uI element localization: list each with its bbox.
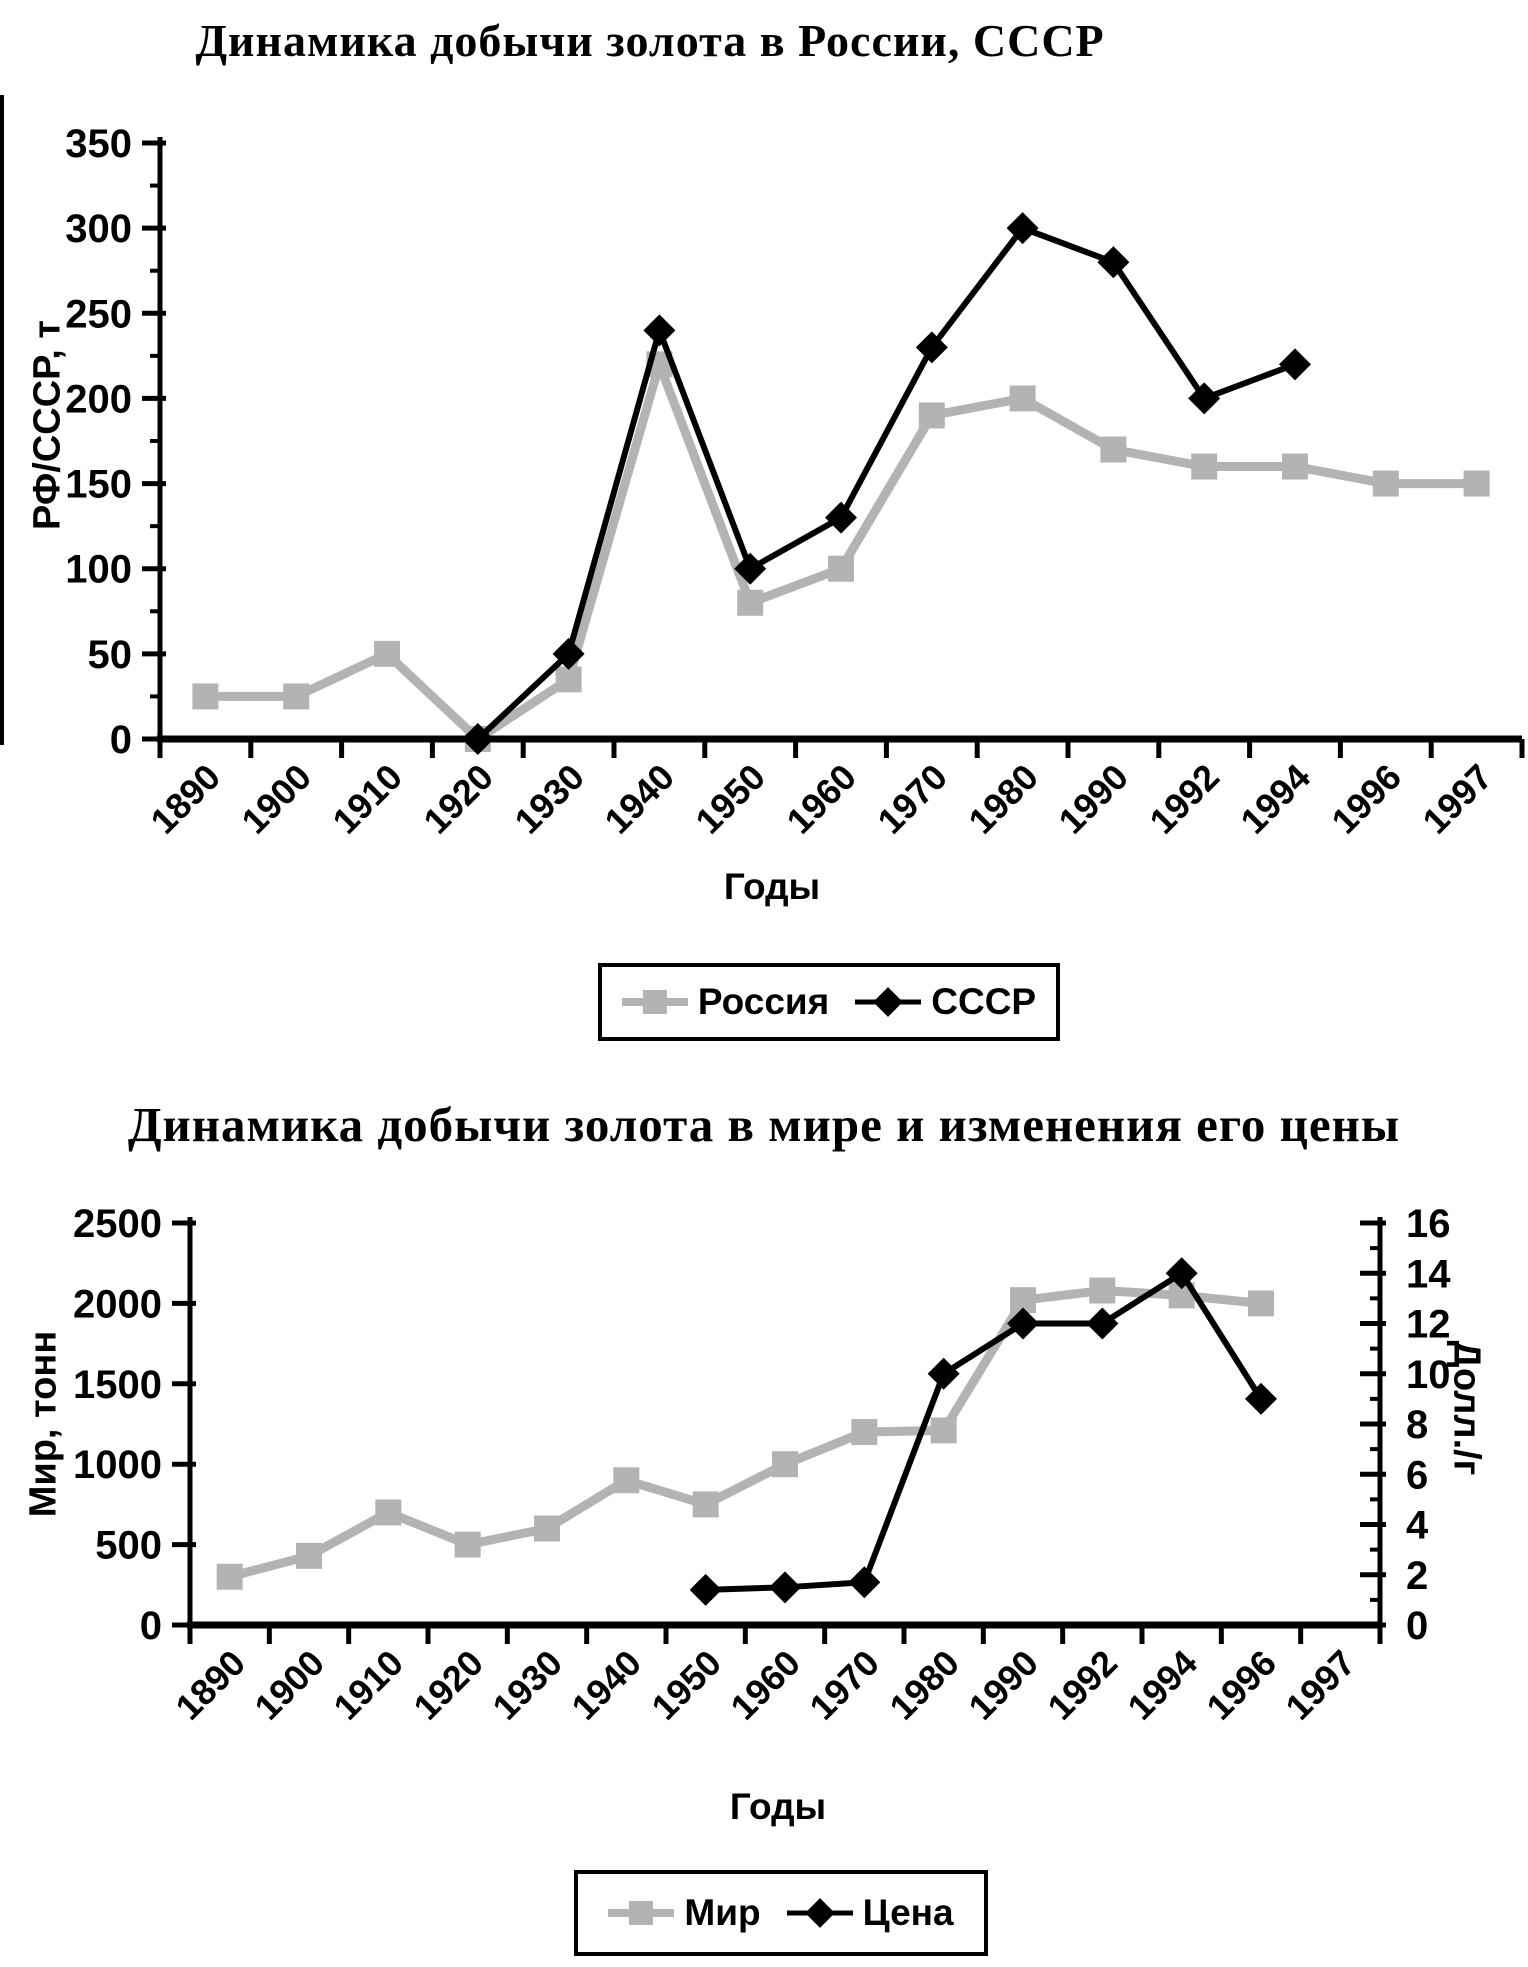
marker-diamond [1007, 1307, 1039, 1340]
scan-artifact [0, 95, 4, 745]
series-line-Мир [228, 1286, 1262, 1582]
marker-square [1282, 453, 1308, 480]
marker-square [192, 683, 219, 710]
chart1-title: Динамика добычи золота в России, СССР [195, 15, 1105, 66]
marker-diamond [643, 314, 676, 347]
marker-diamond [927, 1357, 960, 1390]
marker-square [1009, 385, 1036, 412]
legend-item-Цена: Цена [786, 1892, 954, 1934]
marker-diamond [1006, 212, 1039, 245]
marker-diamond [552, 637, 585, 670]
y-tick-label: 1000 [73, 1443, 162, 1487]
marker-square [555, 666, 582, 693]
legend-label: Россия [697, 981, 830, 1022]
marker-square [374, 640, 400, 667]
marker-diamond [461, 723, 494, 755]
y2-tick-label: 8 [1406, 1403, 1428, 1447]
marker-diamond [689, 1573, 722, 1606]
marker-square [1248, 1290, 1274, 1317]
legend-label: СССР [931, 981, 1037, 1022]
y-tick-label: 350 [65, 122, 132, 166]
legend-item-Россия: Россия [621, 981, 830, 1023]
marker-square [692, 1491, 719, 1518]
marker-diamond [825, 501, 857, 534]
marker-diamond [1279, 348, 1311, 381]
marker-diamond [848, 1566, 881, 1599]
chart2-x-axis-title: Годы [729, 1786, 827, 1827]
marker-square [283, 683, 310, 710]
marker-diamond [1086, 1307, 1119, 1340]
legend-diamond-marker-icon [786, 1898, 853, 1928]
marker-square [1463, 470, 1490, 497]
y2-tick-label: 6 [1406, 1453, 1428, 1497]
marker-square [613, 1467, 640, 1494]
marker-diamond [1097, 246, 1130, 279]
marker-diamond [1188, 382, 1221, 415]
marker-square [828, 555, 854, 582]
marker-square [851, 1419, 878, 1446]
marker-square [918, 402, 945, 429]
y-tick-label: 300 [65, 207, 132, 251]
chart2-y2-axis-title: Долл./г [1445, 1340, 1488, 1476]
marker-diamond [1165, 1257, 1198, 1290]
series-line-СССР [475, 224, 1297, 742]
y-tick-label: 50 [88, 633, 133, 677]
legend-item-Мир: Мир [608, 1892, 761, 1934]
y2-tick-label: 14 [1406, 1252, 1451, 1296]
chart2-title: Динамика добычи золота в мире и изменени… [127, 1097, 1401, 1152]
legend-label: Мир [684, 1892, 761, 1933]
marker-square [930, 1417, 957, 1444]
y-tick-label: 150 [65, 463, 132, 507]
marker-square [216, 1563, 243, 1590]
legend-square-marker-icon [608, 1898, 675, 1928]
y-tick-label: 200 [65, 377, 132, 421]
y2-tick-label: 12 [1406, 1303, 1451, 1347]
legend-label: Цена [862, 1892, 954, 1933]
marker-diamond [915, 331, 948, 364]
y-tick-label: 1500 [73, 1363, 162, 1407]
marker-square [534, 1515, 560, 1542]
y2-tick-label: 10 [1406, 1353, 1451, 1397]
chart1-legend: Россия СССР [598, 963, 1060, 1041]
y2-tick-label: 2 [1406, 1554, 1428, 1598]
y2-tick-label: 4 [1406, 1504, 1429, 1548]
y-tick-label: 250 [65, 292, 132, 336]
marker-square [375, 1499, 402, 1526]
y-tick-label: 2500 [73, 1202, 162, 1246]
marker-diamond [734, 552, 767, 585]
y-tick-label: 2000 [73, 1282, 162, 1326]
chart1-x-axis-title: Годы [723, 866, 821, 907]
marker-square [1372, 470, 1399, 497]
legend-item-СССР: СССР [855, 981, 1036, 1023]
legend-square-marker-icon [621, 987, 688, 1017]
marker-diamond [1245, 1382, 1277, 1415]
y-tick-label: 0 [140, 1604, 162, 1648]
marker-square [1191, 453, 1218, 480]
chart2-y-axis-title: Мир, тонн [22, 1330, 65, 1518]
marker-square [454, 1531, 481, 1558]
marker-diamond [769, 1571, 801, 1604]
marker-square [1100, 436, 1127, 463]
chart1-y-axis-title: РФ/СССР, т [26, 320, 69, 530]
marker-square [737, 589, 764, 616]
y-tick-label: 500 [95, 1524, 162, 1568]
chart2-legend: Мир Цена [574, 1870, 988, 1956]
marker-square [296, 1542, 322, 1569]
marker-square [1089, 1277, 1116, 1304]
marker-square [772, 1451, 798, 1478]
y2-tick-label: 0 [1406, 1604, 1428, 1648]
y-tick-label: 0 [110, 718, 132, 762]
y2-tick-label: 16 [1406, 1202, 1451, 1246]
y-tick-label: 100 [65, 548, 132, 592]
series-line-Цена [705, 1269, 1264, 1593]
series-line-Россия [205, 350, 1477, 745]
legend-diamond-marker-icon [855, 987, 922, 1017]
